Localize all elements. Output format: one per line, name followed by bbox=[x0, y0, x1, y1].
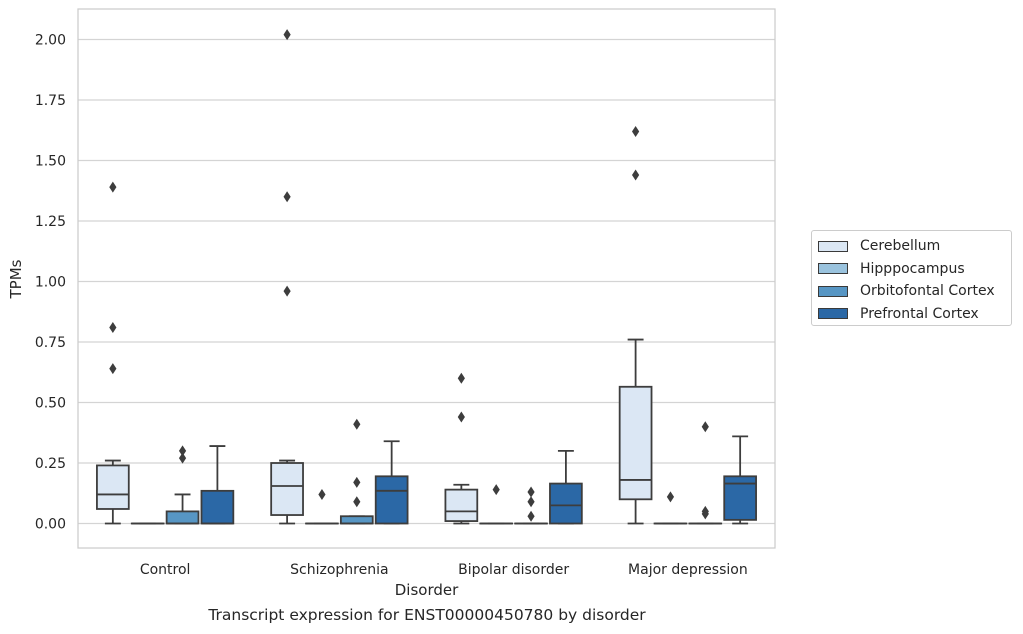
outlier-point bbox=[457, 372, 465, 384]
legend-item: Hipppocampus bbox=[818, 258, 1011, 281]
outlier-point bbox=[353, 496, 361, 508]
legend-item: Prefrontal Cortex bbox=[818, 303, 1011, 326]
series-hipppocampus bbox=[130, 484, 688, 525]
box bbox=[339, 515, 374, 525]
legend-swatch bbox=[818, 308, 848, 320]
legend-swatch bbox=[818, 240, 848, 252]
y-tick-label: 1.50 bbox=[35, 154, 66, 170]
box bbox=[618, 385, 653, 501]
x-axis-ticks: Control Schizophrenia Bipolar disorder Majo… bbox=[140, 562, 748, 578]
outlier-point bbox=[527, 496, 535, 508]
legend-swatch bbox=[818, 263, 848, 275]
outlier-point bbox=[283, 191, 291, 203]
y-tick-label: 1.25 bbox=[35, 214, 66, 230]
box bbox=[444, 488, 479, 522]
box bbox=[549, 482, 583, 525]
outlier-point bbox=[353, 418, 361, 430]
box bbox=[200, 489, 235, 525]
legend-item: Cerebellum bbox=[818, 235, 1011, 258]
box bbox=[270, 462, 304, 516]
y-tick-label: 1.00 bbox=[35, 275, 66, 291]
box-series bbox=[96, 29, 757, 525]
legend-item: Orbitofontal Cortex bbox=[818, 280, 1011, 303]
box bbox=[374, 475, 409, 525]
legend: Cerebellum Hipppocampus Orbitofontal Corte… bbox=[811, 230, 1012, 326]
outlier-point bbox=[632, 169, 640, 181]
y-tick-label: 0.50 bbox=[35, 396, 66, 412]
outlier-point bbox=[318, 488, 326, 500]
y-axis-ticks: 0.00 0.25 0.50 0.75 1.00 1.25 1.50 1.75 2.00 bbox=[35, 33, 66, 533]
grid-lines bbox=[78, 38, 775, 525]
legend-label: Cerebellum bbox=[860, 238, 941, 255]
outlier-point bbox=[457, 411, 465, 423]
outlier-point bbox=[283, 29, 291, 41]
y-tick-label: 2.00 bbox=[35, 33, 66, 49]
outlier-point bbox=[109, 363, 117, 375]
chart-caption: Transcript expression for ENST0000045078… bbox=[208, 606, 646, 624]
x-tick-label: Bipolar disorder bbox=[458, 562, 569, 578]
x-tick-label: Control bbox=[140, 562, 191, 578]
outlier-point bbox=[527, 510, 535, 522]
outlier-point bbox=[701, 505, 709, 517]
outlier-point bbox=[109, 181, 117, 193]
outlier-point bbox=[353, 476, 361, 488]
legend-label: Orbitofontal Cortex bbox=[860, 283, 995, 300]
series-orbitofontal-cortex bbox=[165, 418, 723, 525]
outlier-point bbox=[632, 125, 640, 137]
y-axis-label: TPMs bbox=[7, 259, 25, 299]
outlier-point bbox=[666, 491, 675, 503]
outlier-point bbox=[701, 421, 709, 433]
y-tick-label: 0.00 bbox=[35, 517, 66, 533]
outlier-point bbox=[109, 321, 117, 333]
outlier-point bbox=[492, 484, 500, 496]
legend-label: Prefrontal Cortex bbox=[860, 305, 979, 322]
y-tick-label: 0.25 bbox=[35, 456, 66, 472]
x-axis-label: Disorder bbox=[395, 581, 459, 599]
outlier-point bbox=[178, 445, 187, 457]
legend-label: Hipppocampus bbox=[860, 260, 965, 277]
box bbox=[96, 464, 130, 510]
x-tick-label: Major depression bbox=[628, 562, 748, 578]
series-cerebellum bbox=[96, 29, 653, 525]
outlier-point bbox=[283, 285, 291, 297]
y-tick-label: 1.75 bbox=[35, 93, 66, 109]
x-tick-label: Schizophrenia bbox=[290, 562, 388, 578]
box bbox=[165, 510, 200, 525]
outlier-point bbox=[178, 452, 187, 464]
series-prefrontal-cortex bbox=[200, 435, 757, 525]
outlier-point bbox=[527, 486, 535, 498]
y-tick-label: 0.75 bbox=[35, 335, 66, 351]
legend-swatch bbox=[818, 285, 848, 297]
plot-frame bbox=[77, 8, 776, 549]
